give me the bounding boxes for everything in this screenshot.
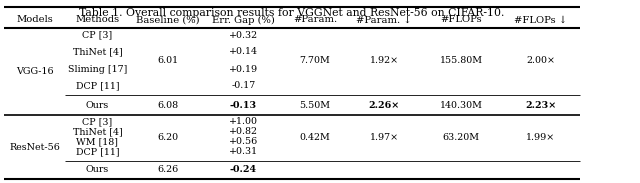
Text: WM [18]: WM [18] <box>77 137 118 147</box>
Text: 6.01: 6.01 <box>157 56 178 65</box>
Text: 6.08: 6.08 <box>157 100 178 109</box>
Text: 7.70M: 7.70M <box>300 56 330 65</box>
Text: +0.56: +0.56 <box>229 137 258 147</box>
Text: 155.80M: 155.80M <box>440 56 483 65</box>
Text: 1.92×: 1.92× <box>369 56 399 65</box>
Text: 2.26×: 2.26× <box>369 100 399 109</box>
Text: ResNet-56: ResNet-56 <box>9 143 60 152</box>
Text: +0.82: +0.82 <box>229 128 258 137</box>
Text: 6.26: 6.26 <box>157 165 178 175</box>
Text: Ours: Ours <box>86 100 109 109</box>
Text: CP [3]: CP [3] <box>83 31 113 40</box>
Text: #Param. ↓: #Param. ↓ <box>356 16 412 25</box>
Text: Sliming [17]: Sliming [17] <box>68 64 127 74</box>
Text: #FLOPs: #FLOPs <box>440 16 482 25</box>
Text: DCP [11]: DCP [11] <box>76 81 119 91</box>
Text: CP [3]: CP [3] <box>83 117 113 126</box>
Text: -0.17: -0.17 <box>232 81 255 91</box>
Text: Baseline (%): Baseline (%) <box>136 16 199 25</box>
Text: 1.97×: 1.97× <box>369 132 399 141</box>
Text: Table 1. Overall comparison results for VGGNet and ResNet-56 on CIFAR-10.: Table 1. Overall comparison results for … <box>79 8 505 18</box>
Text: #FLOPs ↓: #FLOPs ↓ <box>515 16 568 25</box>
Text: 2.00×: 2.00× <box>527 56 556 65</box>
Text: 6.20: 6.20 <box>157 132 178 141</box>
Text: ThiNet [4]: ThiNet [4] <box>72 48 122 57</box>
Text: 1.99×: 1.99× <box>526 132 556 141</box>
Text: -0.13: -0.13 <box>230 100 257 109</box>
Text: VGG-16: VGG-16 <box>16 67 53 76</box>
Text: 5.50M: 5.50M <box>300 100 330 109</box>
Text: Err. Gap (%): Err. Gap (%) <box>212 15 275 25</box>
Text: Ours: Ours <box>86 165 109 175</box>
Text: 2.23×: 2.23× <box>525 100 557 109</box>
Text: 140.30M: 140.30M <box>440 100 483 109</box>
Text: Models: Models <box>16 16 53 25</box>
Text: -0.24: -0.24 <box>230 165 257 175</box>
Text: DCP [11]: DCP [11] <box>76 147 119 156</box>
Text: Methods: Methods <box>76 16 120 25</box>
Text: +0.19: +0.19 <box>229 64 258 74</box>
Text: +0.14: +0.14 <box>229 48 258 57</box>
Text: +1.00: +1.00 <box>229 117 258 126</box>
Text: +0.31: +0.31 <box>229 147 258 156</box>
Text: ThiNet [4]: ThiNet [4] <box>72 128 122 137</box>
Text: #Param.: #Param. <box>293 16 337 25</box>
Text: +0.32: +0.32 <box>229 31 258 40</box>
Text: 63.20M: 63.20M <box>442 132 479 141</box>
Text: 0.42M: 0.42M <box>300 132 330 141</box>
